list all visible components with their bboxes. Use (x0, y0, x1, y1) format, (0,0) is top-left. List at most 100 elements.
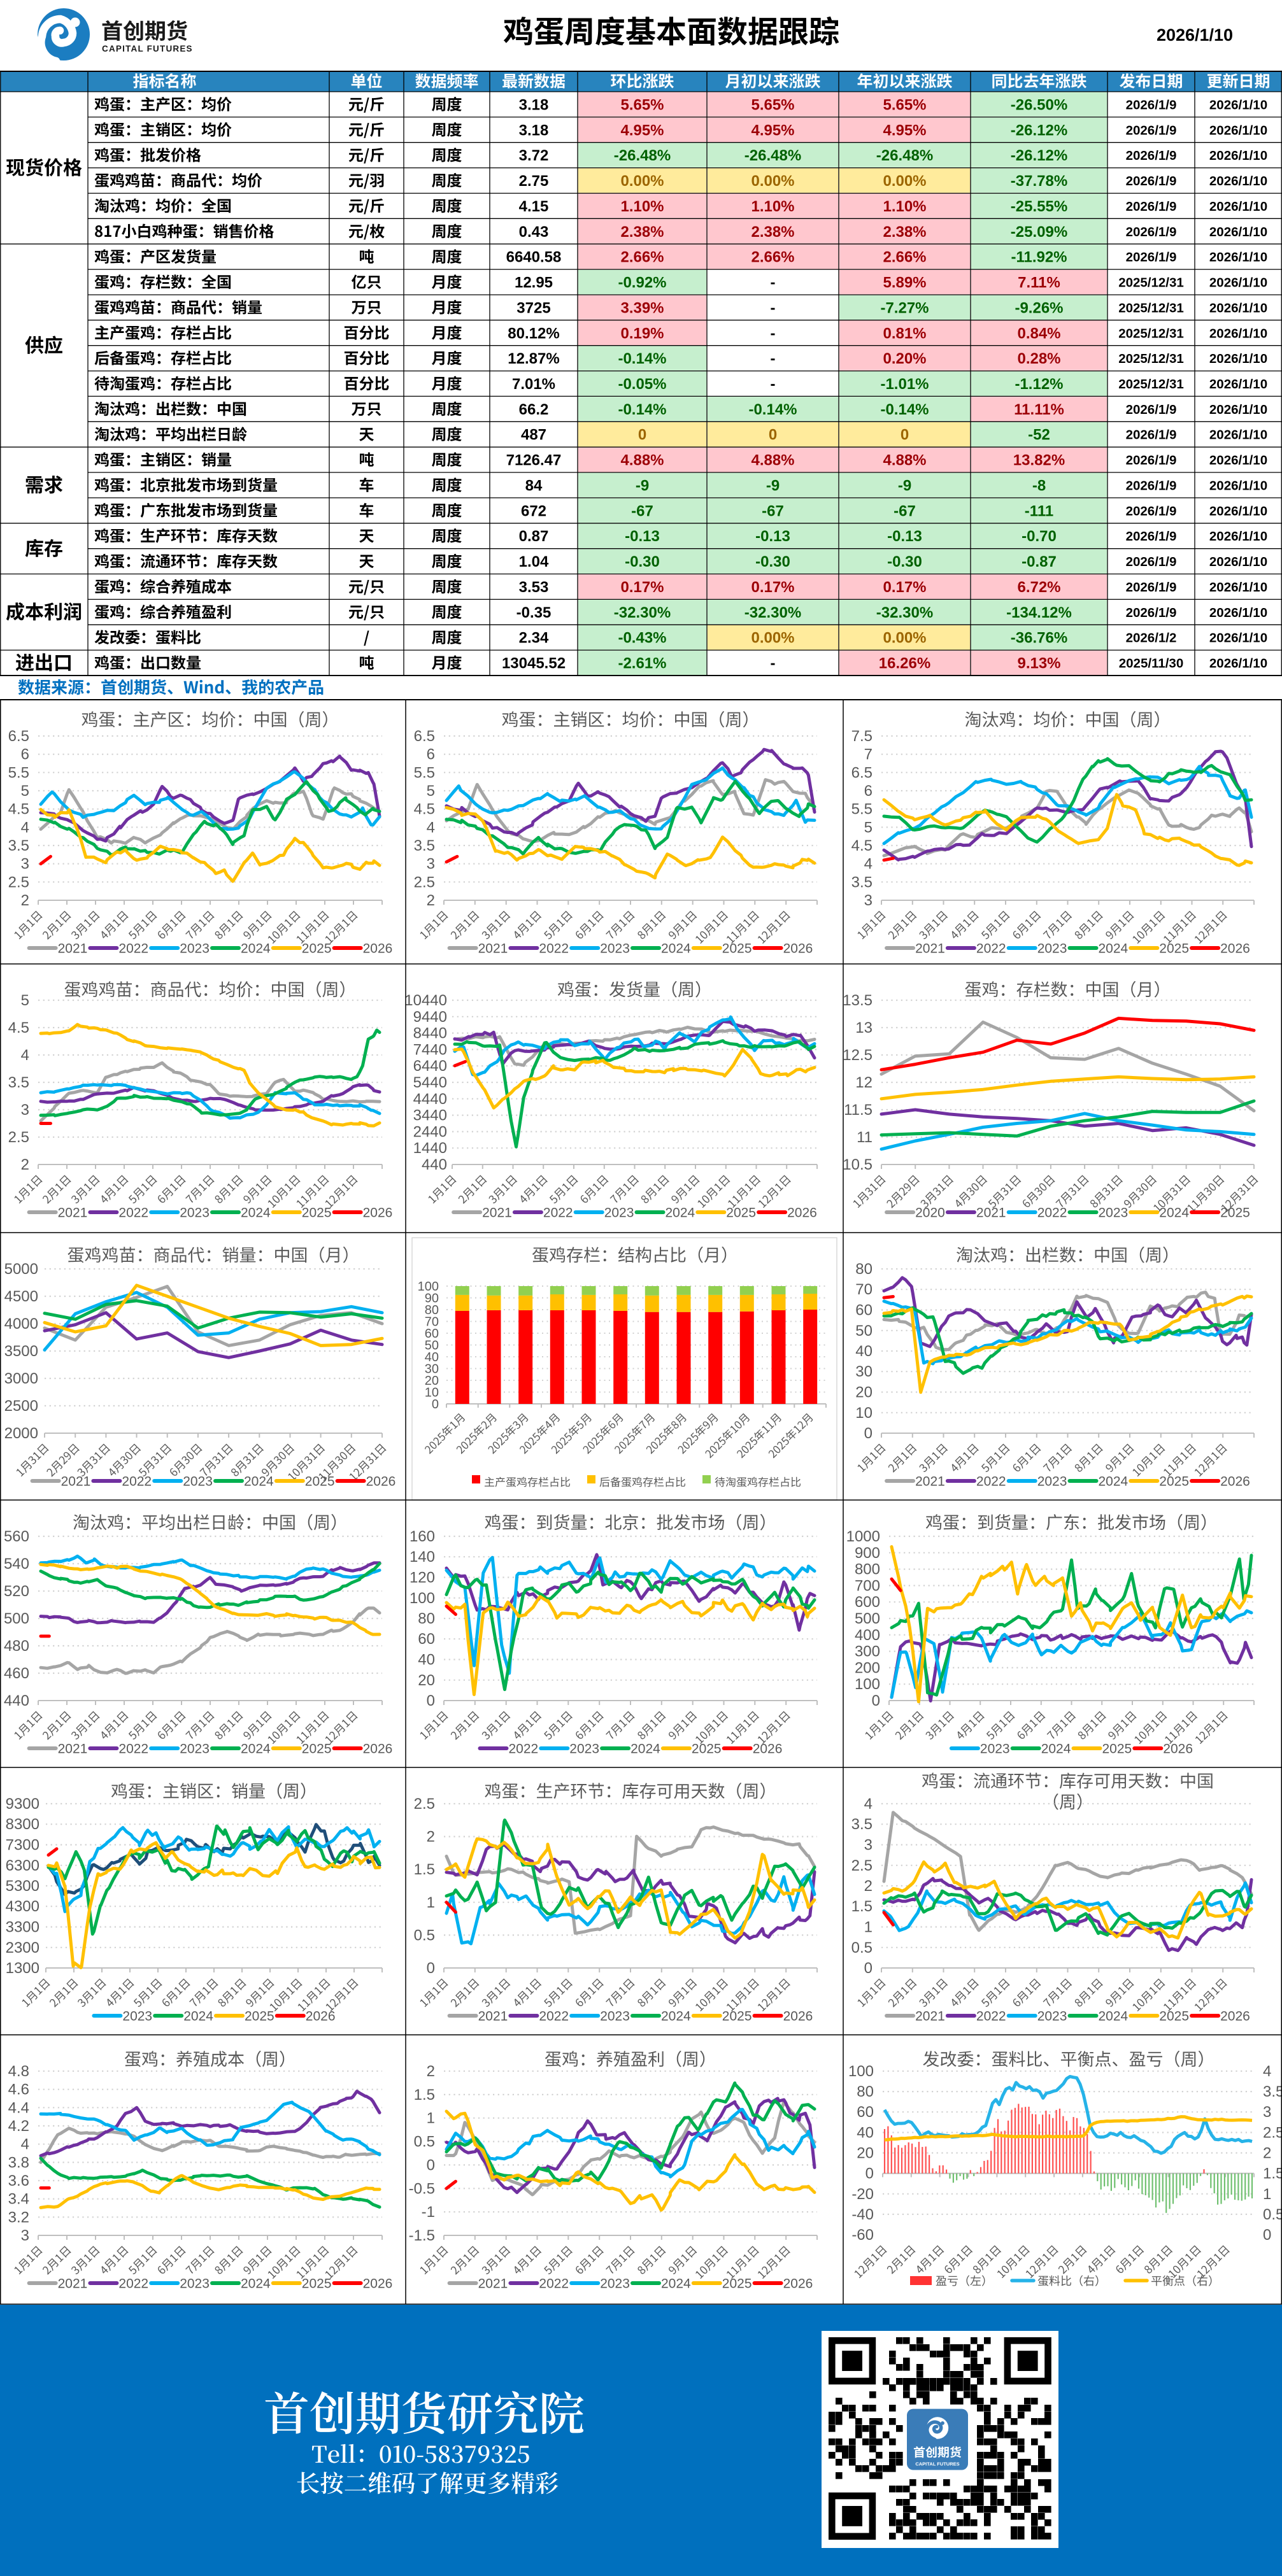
svg-text:2026: 2026 (1163, 1742, 1193, 1757)
svg-text:2026/1/9: 2026/1/9 (1126, 148, 1177, 163)
svg-text:0: 0 (427, 1960, 435, 1977)
svg-text:2026/1/10: 2026/1/10 (1209, 504, 1267, 518)
svg-text:2026/1/10: 2026/1/10 (1209, 326, 1267, 341)
svg-text:2025: 2025 (245, 2009, 274, 2024)
svg-text:-26.48%: -26.48% (614, 147, 671, 164)
svg-text:3: 3 (21, 856, 29, 873)
svg-text:9440: 9440 (413, 1008, 447, 1026)
svg-text:2: 2 (427, 892, 435, 909)
svg-text:1: 1 (427, 1894, 435, 1911)
svg-text:2025/12/31: 2025/12/31 (1118, 276, 1184, 290)
svg-text:2026: 2026 (1220, 942, 1250, 956)
svg-text:80: 80 (418, 1610, 435, 1627)
svg-text:2: 2 (21, 1156, 29, 1173)
svg-text:2026: 2026 (783, 2277, 813, 2291)
svg-text:-32.30%: -32.30% (614, 604, 671, 621)
svg-text:2.5: 2.5 (414, 874, 435, 891)
svg-text:0.19%: 0.19% (620, 325, 664, 342)
svg-text:2023: 2023 (180, 1206, 210, 1221)
svg-text:600: 600 (855, 1594, 880, 1611)
svg-text:0.00%: 0.00% (751, 173, 794, 190)
svg-text:-: - (771, 274, 776, 292)
svg-text:4.8: 4.8 (8, 2063, 29, 2080)
svg-text:13: 13 (855, 1019, 872, 1037)
svg-text:2022: 2022 (976, 1475, 1006, 1489)
svg-text:2025/12/31: 2025/12/31 (1118, 351, 1184, 366)
svg-text:2021: 2021 (915, 942, 945, 956)
svg-text:5.5: 5.5 (8, 764, 29, 781)
svg-text:-1.01%: -1.01% (880, 376, 929, 393)
svg-text:2023: 2023 (1037, 1475, 1067, 1489)
svg-text:6.5: 6.5 (851, 764, 872, 781)
svg-text:3.4: 3.4 (8, 2191, 29, 2208)
svg-text:2024: 2024 (666, 1206, 695, 1221)
svg-text:2022: 2022 (122, 1475, 152, 1489)
svg-text:-: - (771, 655, 776, 672)
svg-text:2026/1/10: 2026/1/10 (1209, 174, 1267, 188)
svg-text:2023: 2023 (600, 2009, 630, 2024)
svg-text:6: 6 (427, 746, 435, 763)
svg-text:0.17%: 0.17% (883, 579, 926, 596)
svg-text:11.5: 11.5 (844, 1101, 872, 1119)
svg-text:2023: 2023 (569, 1742, 599, 1757)
svg-text:-9: -9 (766, 478, 780, 495)
svg-text:4.88%: 4.88% (620, 452, 664, 469)
svg-text:500: 500 (4, 1610, 29, 1627)
svg-text:1: 1 (864, 1919, 872, 1936)
svg-text:487: 487 (521, 427, 546, 444)
svg-text:5.5: 5.5 (851, 801, 872, 818)
svg-text:60: 60 (855, 1302, 872, 1319)
svg-text:2026/1/10: 2026/1/10 (1209, 656, 1267, 671)
svg-text:20: 20 (857, 2145, 874, 2162)
svg-text:2023: 2023 (180, 942, 210, 956)
svg-text:20: 20 (418, 1672, 435, 1689)
svg-text:2026/1/10: 2026/1/10 (1209, 351, 1267, 366)
svg-text:0.43: 0.43 (519, 223, 549, 241)
svg-text:2: 2 (864, 1878, 872, 1895)
svg-text:2026: 2026 (783, 942, 813, 956)
svg-text:40: 40 (418, 1652, 435, 1669)
svg-text:4: 4 (21, 819, 29, 836)
svg-text:100: 100 (855, 1676, 880, 1693)
svg-text:4.6: 4.6 (8, 2081, 29, 2098)
svg-text:2024: 2024 (661, 942, 691, 956)
svg-text:-0.92%: -0.92% (618, 274, 666, 292)
svg-text:2026/1/10: 2026/1/10 (1209, 123, 1267, 138)
svg-text:100: 100 (848, 2063, 874, 2080)
svg-text:-0.14%: -0.14% (880, 401, 929, 418)
svg-text:12.95: 12.95 (515, 274, 553, 292)
svg-text:2000: 2000 (4, 1425, 38, 1442)
svg-text:2: 2 (427, 1829, 435, 1846)
svg-text:440: 440 (4, 1692, 29, 1709)
svg-text:2026/1/9: 2026/1/9 (1126, 605, 1177, 620)
svg-text:-26.12%: -26.12% (1011, 122, 1067, 139)
svg-text:0.00%: 0.00% (883, 173, 926, 190)
svg-text:2026/1/10: 2026/1/10 (1209, 479, 1267, 493)
svg-text:0: 0 (864, 1425, 872, 1442)
svg-text:7.01%: 7.01% (512, 376, 555, 393)
svg-text:2026/1/9: 2026/1/9 (1126, 504, 1177, 518)
svg-text:2026/1/9: 2026/1/9 (1126, 225, 1177, 239)
svg-text:2021: 2021 (482, 1206, 512, 1221)
svg-text:1.10%: 1.10% (751, 198, 794, 215)
svg-text:160: 160 (410, 1528, 435, 1545)
svg-text:2026/1/10: 2026/1/10 (1209, 199, 1267, 214)
svg-text:2500: 2500 (4, 1398, 38, 1415)
svg-text:3725: 3725 (516, 299, 550, 316)
svg-text:520: 520 (4, 1583, 29, 1600)
svg-text:1300: 1300 (6, 1960, 39, 1977)
svg-text:80.12%: 80.12% (508, 325, 559, 342)
svg-text:2021: 2021 (915, 1475, 945, 1489)
svg-text:2025: 2025 (302, 1206, 332, 1221)
svg-text:5: 5 (864, 819, 872, 836)
svg-text:-0.43%: -0.43% (618, 630, 666, 647)
svg-text:2024: 2024 (1099, 942, 1129, 956)
svg-text:-67: -67 (762, 502, 784, 520)
svg-text:2020: 2020 (915, 1206, 945, 1221)
svg-text:2026: 2026 (787, 1206, 817, 1221)
svg-text:1: 1 (1263, 2186, 1271, 2203)
svg-text:5: 5 (21, 782, 29, 800)
svg-text:2023: 2023 (604, 1206, 634, 1221)
svg-text:2023: 2023 (600, 2277, 630, 2291)
svg-text:-: - (771, 299, 776, 316)
